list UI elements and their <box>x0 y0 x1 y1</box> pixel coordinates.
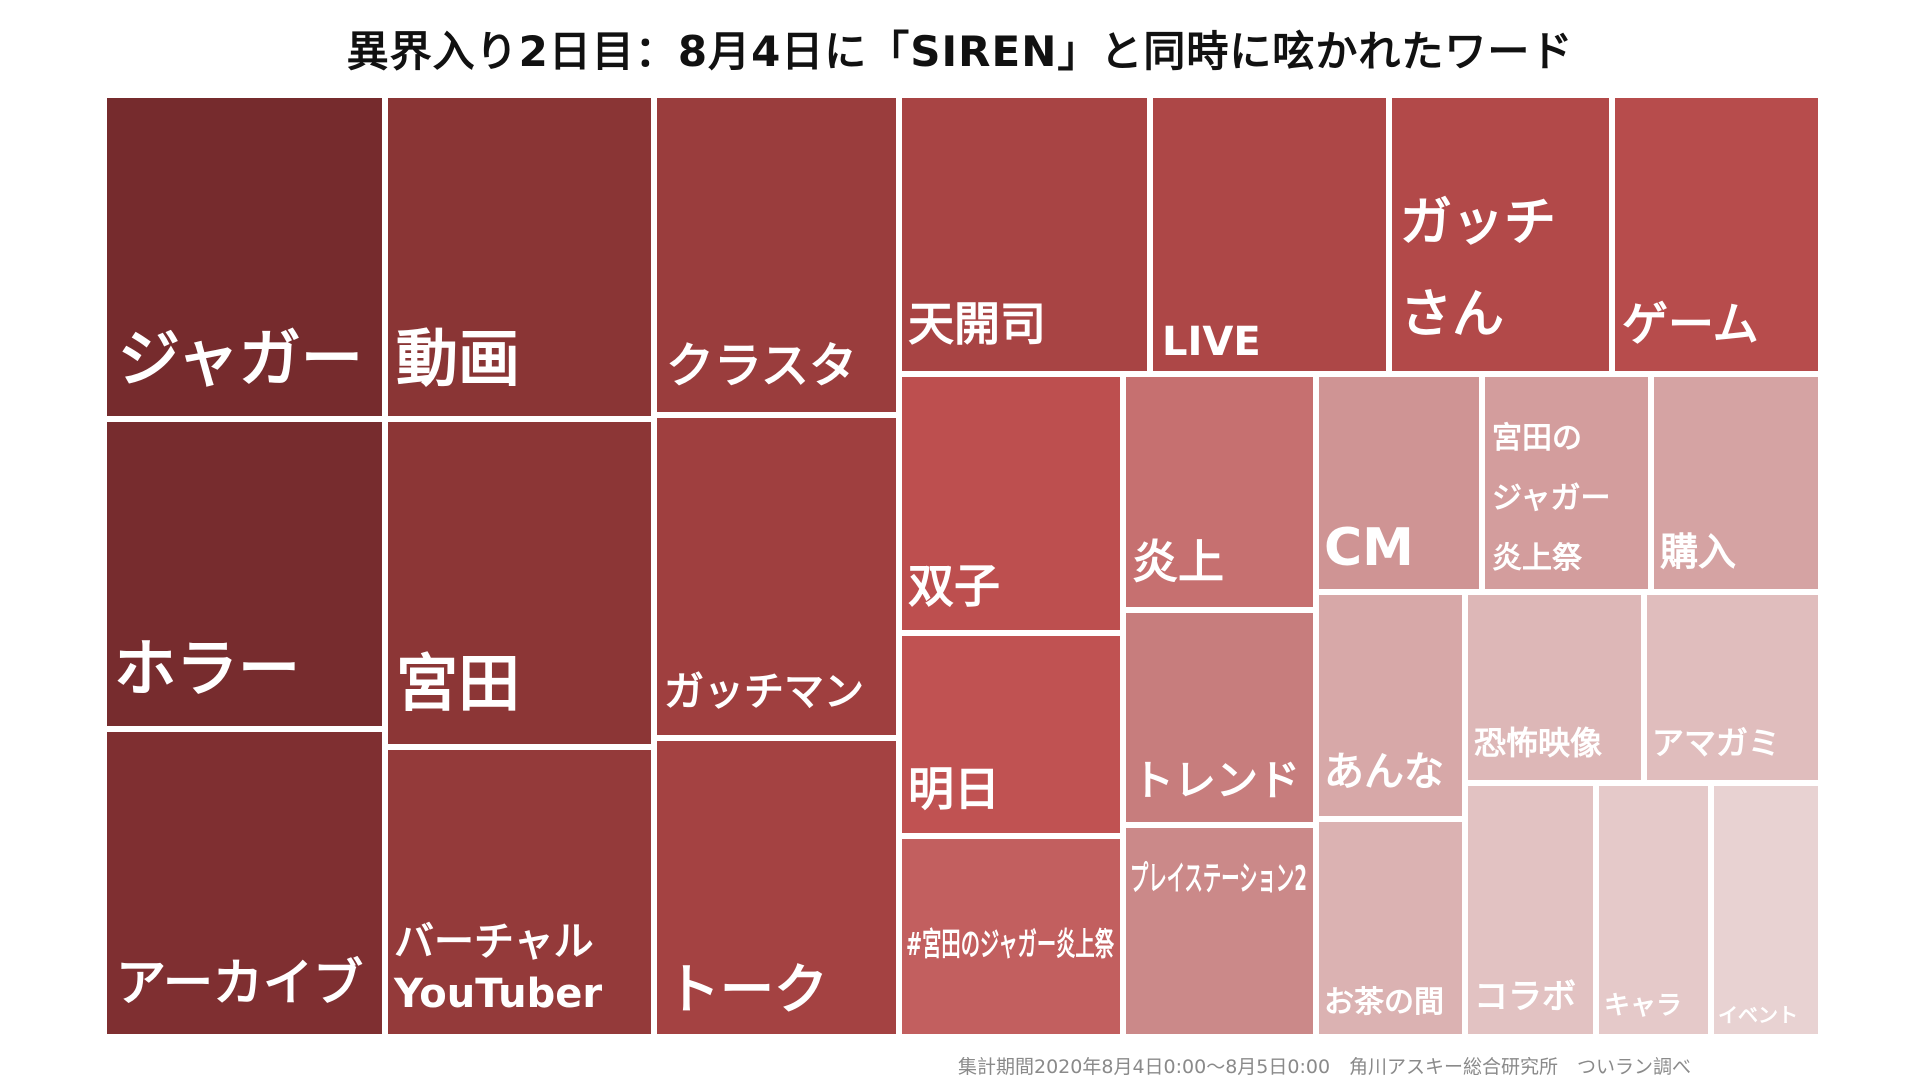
treemap-tile <box>657 98 896 412</box>
treemap-tile-label: プレイステーション2 <box>1130 859 1307 899</box>
treemap-tile-label: お茶の間 <box>1324 985 1444 1020</box>
treemap-tile-label: 宮田のジャガー炎上祭 <box>1492 421 1611 576</box>
treemap-tile <box>1392 98 1609 371</box>
treemap-tile <box>657 418 896 735</box>
treemap-tile <box>388 422 651 744</box>
treemap-tile-label: アーカイブ <box>116 954 363 1012</box>
treemap-tile-label: トレンド <box>1132 756 1300 805</box>
treemap-tile <box>1654 377 1818 589</box>
treemap-tile <box>1599 786 1708 1034</box>
treemap-tile-label: 購入 <box>1660 530 1736 574</box>
treemap-tile-label: ジャガー <box>118 322 363 395</box>
treemap-tile-label: ゲーム <box>1622 297 1759 351</box>
treemap-tile <box>1615 98 1818 371</box>
treemap-tile <box>902 636 1120 833</box>
treemap-tile-label: クラスタ <box>666 338 857 394</box>
treemap-tile <box>1468 595 1641 780</box>
treemap-tile <box>1319 822 1462 1034</box>
treemap-tile <box>1714 786 1818 1034</box>
treemap-tile <box>388 750 651 1034</box>
treemap-tile <box>1485 377 1648 589</box>
treemap-tile-label: ガッチさん <box>1400 193 1556 345</box>
treemap-tile-label: 宮田 <box>396 647 520 720</box>
treemap-tile-label: イベント <box>1718 1003 1798 1027</box>
treemap-tile-label: バーチャル YouTuber <box>393 919 602 1017</box>
treemap-tile-label: アマガミ <box>1652 724 1780 762</box>
treemap-tile-label: 明日 <box>908 762 1000 816</box>
treemap-tile-label: トーク <box>666 958 828 1021</box>
treemap-tile <box>1153 98 1386 371</box>
treemap-tile <box>1319 377 1479 589</box>
chart-title: 異界入り2日目：8月4日に「SIREN」と同時に呟かれたワード <box>346 27 1574 76</box>
treemap-tile <box>1126 828 1313 1034</box>
treemap-tile <box>902 377 1120 630</box>
treemap-tile-label: 恐怖映像 <box>1474 724 1602 762</box>
treemap-tile <box>1126 613 1313 822</box>
treemap-tile <box>107 732 382 1034</box>
treemap-tile-label: #宮田のジャガー炎上祭 <box>906 925 1115 963</box>
treemap-tile <box>107 422 382 726</box>
treemap-tile-label: ホラー <box>114 632 300 705</box>
treemap-tile <box>107 98 382 416</box>
treemap-tile-label: 動画 <box>396 322 520 395</box>
treemap-tile <box>1319 595 1462 816</box>
source-note: 集計期間2020年8月4日0:00〜8月5日0:00 角川アスキー総合研究所 つ… <box>958 1056 1692 1078</box>
treemap-tile-label: 炎上 <box>1132 535 1224 589</box>
treemap-tile <box>1468 786 1593 1034</box>
treemap-tile-label: コラボ <box>1474 977 1576 1017</box>
treemap-tile <box>1126 377 1313 607</box>
treemap-tile-label: あんな <box>1324 749 1444 795</box>
treemap-tile-label: CM <box>1324 518 1414 578</box>
treemap-tile-label: 双子 <box>908 559 1000 613</box>
treemap-tile-label: キャラ <box>1604 991 1682 1021</box>
treemap-tile <box>902 839 1120 1034</box>
treemap-tile-label: LIVE <box>1162 319 1261 365</box>
treemap-tile <box>657 741 896 1034</box>
treemap-tile-label: 天開司 <box>908 297 1046 351</box>
treemap-tile-label: ガッチマン <box>664 669 864 715</box>
treemap-tile <box>1647 595 1818 780</box>
treemap-tile <box>388 98 651 416</box>
treemap-tile <box>902 98 1147 371</box>
